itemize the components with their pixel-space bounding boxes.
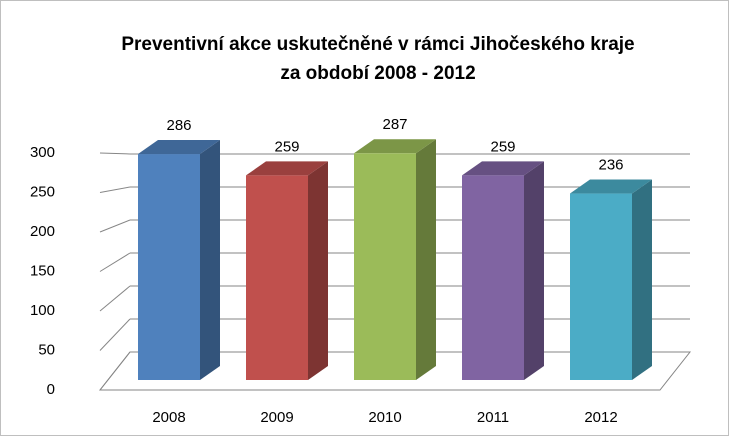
bar-side <box>308 161 328 380</box>
data-label: 286 <box>166 117 191 134</box>
y-tick-label: 100 <box>30 302 55 319</box>
bar <box>570 193 632 380</box>
data-label: 259 <box>274 138 299 155</box>
grid-line <box>99 152 131 155</box>
bar-top <box>246 161 328 176</box>
bar-top <box>138 140 220 155</box>
x-tick-label: 2010 <box>368 409 401 426</box>
bar-side <box>200 140 220 380</box>
bar <box>246 175 308 380</box>
chart-title: Preventivní akce uskutečněné v rámci Jih… <box>121 34 634 55</box>
bar <box>462 175 524 380</box>
chart-title: za období 2008 - 2012 <box>280 63 475 84</box>
grid-line <box>99 186 131 193</box>
y-tick-label: 300 <box>30 144 55 161</box>
grid-line <box>99 285 131 312</box>
grid-line <box>99 252 131 272</box>
bar-side <box>524 161 544 380</box>
bar-top <box>462 161 544 176</box>
grid-line <box>99 219 131 233</box>
bar-side <box>416 139 436 380</box>
data-label: 287 <box>382 116 407 133</box>
x-tick-label: 2009 <box>260 409 293 426</box>
bar-top <box>354 139 436 154</box>
x-tick-label: 2008 <box>152 409 185 426</box>
bar-top <box>570 179 652 194</box>
y-tick-label: 150 <box>30 262 55 279</box>
bar <box>138 154 200 380</box>
data-label: 259 <box>490 138 515 155</box>
grid-line <box>99 318 131 351</box>
data-label: 236 <box>598 157 623 174</box>
x-tick-label: 2012 <box>584 409 617 426</box>
y-tick-label: 0 <box>47 381 55 398</box>
y-tick-label: 50 <box>38 341 55 358</box>
x-tick-label: 2011 <box>477 409 509 426</box>
bar-side <box>632 179 652 380</box>
y-tick-label: 250 <box>30 183 55 200</box>
y-tick-label: 200 <box>30 223 55 240</box>
grid-line <box>99 351 131 391</box>
bar <box>354 153 416 380</box>
